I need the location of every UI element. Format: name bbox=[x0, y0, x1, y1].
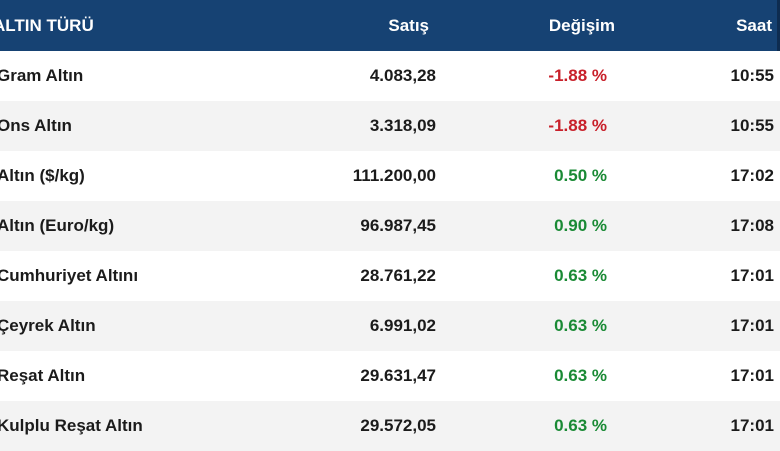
gold-type-name[interactable]: Altın ($/kg) bbox=[0, 166, 85, 185]
update-time: 17:01 bbox=[730, 316, 774, 335]
change-value: -1.88 % bbox=[548, 116, 607, 135]
change-value: 0.63 % bbox=[554, 416, 607, 435]
change-value: 0.90 % bbox=[554, 216, 607, 235]
sell-price: 6.991,02 bbox=[369, 316, 436, 335]
gold-type-name[interactable]: Kulplu Reşat Altın bbox=[0, 416, 143, 435]
table-row[interactable]: Gram Altın 4.083,28 -1.88 % 10:55 bbox=[0, 51, 780, 101]
update-time: 10:55 bbox=[730, 66, 774, 85]
update-time: 17:08 bbox=[730, 216, 774, 235]
table-row[interactable]: Cumhuriyet Altını 28.761,22 0.63 % 17:01 bbox=[0, 251, 780, 301]
change-value: 0.63 % bbox=[554, 366, 607, 385]
sell-price: 29.631,47 bbox=[360, 366, 436, 385]
sell-price: 111.200,00 bbox=[352, 166, 436, 185]
column-header-sell-price[interactable]: Satış bbox=[388, 15, 429, 35]
table-row[interactable]: Altın (Euro/kg) 96.987,45 0.90 % 17:08 bbox=[0, 201, 780, 251]
change-value: -1.88 % bbox=[548, 66, 607, 85]
column-header-gold-type[interactable]: ALTIN TÜRÜ bbox=[0, 15, 94, 35]
sell-price: 4.083,28 bbox=[369, 66, 436, 85]
change-value: 0.63 % bbox=[554, 266, 607, 285]
update-time: 17:01 bbox=[730, 266, 774, 285]
update-time: 10:55 bbox=[730, 116, 774, 135]
table-row[interactable]: Kulplu Reşat Altın 29.572,05 0.63 % 17:0… bbox=[0, 401, 780, 451]
sell-price: 96.987,45 bbox=[360, 216, 436, 235]
gold-type-name[interactable]: Cumhuriyet Altını bbox=[0, 266, 139, 285]
table-row[interactable]: Ons Altın 3.318,09 -1.88 % 10:55 bbox=[0, 101, 780, 151]
update-time: 17:01 bbox=[730, 366, 774, 385]
column-header-change[interactable]: Değişim bbox=[548, 15, 615, 35]
gold-type-name[interactable]: Altın (Euro/kg) bbox=[0, 216, 115, 235]
gold-type-name[interactable]: Gram Altın bbox=[0, 66, 84, 85]
change-value: 0.50 % bbox=[554, 166, 607, 185]
change-value: 0.63 % bbox=[554, 316, 607, 335]
table-header-row: ALTIN TÜRÜ Satış Değişim Saat bbox=[0, 0, 780, 51]
gold-type-name[interactable]: Reşat Altın bbox=[0, 366, 86, 385]
column-header-time[interactable]: Saat bbox=[736, 15, 772, 35]
gold-type-name[interactable]: Ons Altın bbox=[0, 116, 72, 135]
gold-type-name[interactable]: Çeyrek Altın bbox=[0, 316, 96, 335]
table-row[interactable]: Altın ($/kg) 111.200,00 0.50 % 17:02 bbox=[0, 151, 780, 201]
sell-price: 29.572,05 bbox=[360, 416, 436, 435]
sell-price: 28.761,22 bbox=[360, 266, 436, 285]
table-row[interactable]: Reşat Altın 29.631,47 0.63 % 17:01 bbox=[0, 351, 780, 401]
sell-price: 3.318,09 bbox=[369, 116, 436, 135]
update-time: 17:01 bbox=[730, 416, 774, 435]
table-row[interactable]: Çeyrek Altın 6.991,02 0.63 % 17:01 bbox=[0, 301, 780, 351]
update-time: 17:02 bbox=[730, 166, 774, 185]
